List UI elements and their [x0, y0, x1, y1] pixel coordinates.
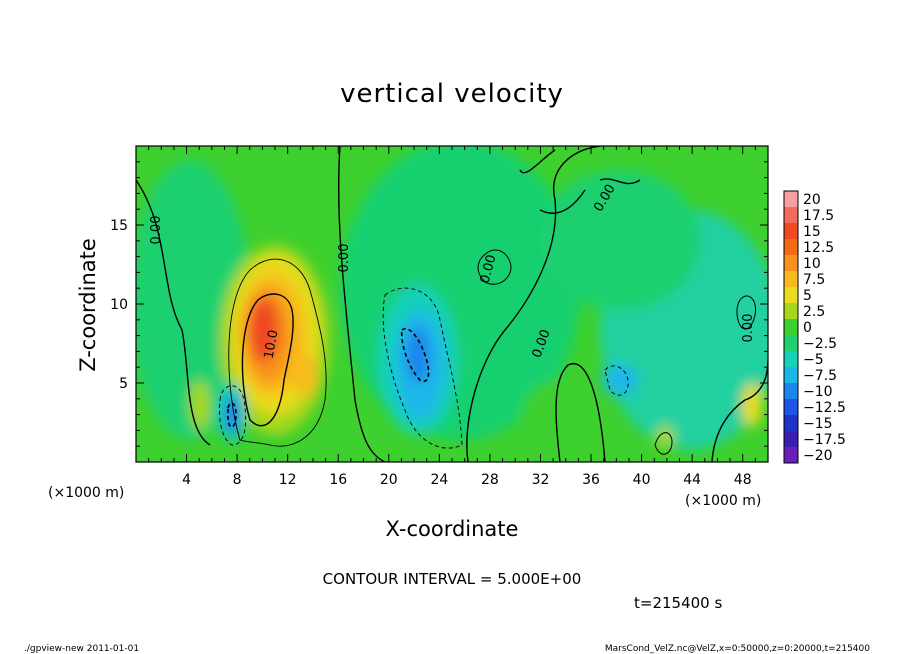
colorbar-swatch	[784, 431, 798, 448]
colorbar-label: 10	[803, 256, 821, 272]
colorbar-label: 12.5	[803, 240, 834, 256]
x-tick-label: 24	[430, 472, 448, 488]
colorbar: 2017.51512.5107.552.50−2.5−5−7.5−10−12.5…	[783, 190, 846, 464]
y-tick-label: 5	[119, 376, 128, 392]
y-axis: 5 10 15	[110, 161, 768, 447]
y-tick-label: 15	[110, 218, 128, 234]
plot-area	[136, 146, 768, 462]
x-unit-left: (×1000 m)	[48, 485, 124, 501]
colorbar-label: 5	[803, 288, 812, 304]
colorbar-swatch	[784, 223, 798, 240]
x-tick-label: 20	[380, 472, 398, 488]
colorbar-swatch	[784, 447, 798, 464]
footer-left: ./gpview-new 2011-01-01	[24, 644, 139, 654]
footer-right: MarsCond_VelZ.nc@VelZ,x=0:50000,z=0:2000…	[605, 644, 870, 654]
x-tick-label: 4	[182, 472, 191, 488]
colorbar-swatch	[784, 239, 798, 256]
colorbar-frame	[783, 190, 799, 464]
colorbar-label: −7.5	[803, 368, 837, 384]
x-axis-label: X-coordinate	[386, 517, 519, 541]
time-label: t=215400 s	[634, 594, 722, 612]
colorbar-swatch	[784, 287, 798, 304]
colorbar-label: −20	[803, 448, 833, 464]
contour-interval: CONTOUR INTERVAL = 5.000E+00	[323, 570, 582, 588]
x-tick-label: 8	[233, 472, 242, 488]
contour-label: 0.00	[741, 314, 756, 343]
contour-label: 0.00	[149, 216, 164, 245]
contour-label: 0.00	[478, 253, 500, 285]
negative-contours	[219, 287, 629, 449]
x-axis: 4 8 12 16 20 24 28 32 36 40 44 48	[148, 146, 756, 488]
colorbar-label: −17.5	[803, 432, 846, 448]
colorbar-label: −5	[803, 352, 824, 368]
colorbar-label: −15	[803, 416, 833, 432]
colorbar-swatch	[784, 415, 798, 432]
x-tick-label: 32	[532, 472, 550, 488]
x-tick-label: 16	[329, 472, 347, 488]
colorbar-swatch	[784, 351, 798, 368]
contour-label: 10.0	[262, 329, 282, 360]
colorbar-swatch	[784, 303, 798, 320]
colorbar-swatch	[784, 367, 798, 384]
colorbar-label: 2.5	[803, 304, 825, 320]
colorbar-swatch	[784, 319, 798, 336]
colorbar-swatch	[784, 383, 798, 400]
colorbar-swatch	[784, 271, 798, 288]
x-unit-right: (×1000 m)	[685, 493, 761, 509]
colorbar-swatch	[784, 191, 798, 208]
x-tick-label: 40	[633, 472, 651, 488]
y-axis-label: Z-coordinate	[76, 238, 100, 372]
y-tick-label: 10	[110, 297, 128, 313]
colorbar-label: 7.5	[803, 272, 825, 288]
x-tick-label: 36	[582, 472, 600, 488]
colorbar-label: −10	[803, 384, 833, 400]
chart-title: vertical velocity	[340, 79, 564, 109]
colorbar-label: 17.5	[803, 208, 834, 224]
x-tick-label: 44	[683, 472, 701, 488]
contour-lines	[136, 146, 768, 462]
x-tick-label: 48	[734, 472, 752, 488]
colorbar-swatch	[784, 335, 798, 352]
x-tick-label: 12	[279, 472, 297, 488]
colorbar-label: −12.5	[803, 400, 846, 416]
colorbar-label: 20	[803, 192, 821, 208]
colorbar-label: 15	[803, 224, 821, 240]
colorbar-swatch	[784, 207, 798, 224]
colorbar-label: 0	[803, 320, 812, 336]
x-tick-label: 28	[481, 472, 499, 488]
colorbar-swatch	[784, 255, 798, 272]
colorbar-label: −2.5	[803, 336, 837, 352]
contour-label: 0.00	[337, 244, 352, 273]
colorbar-swatch	[784, 399, 798, 416]
